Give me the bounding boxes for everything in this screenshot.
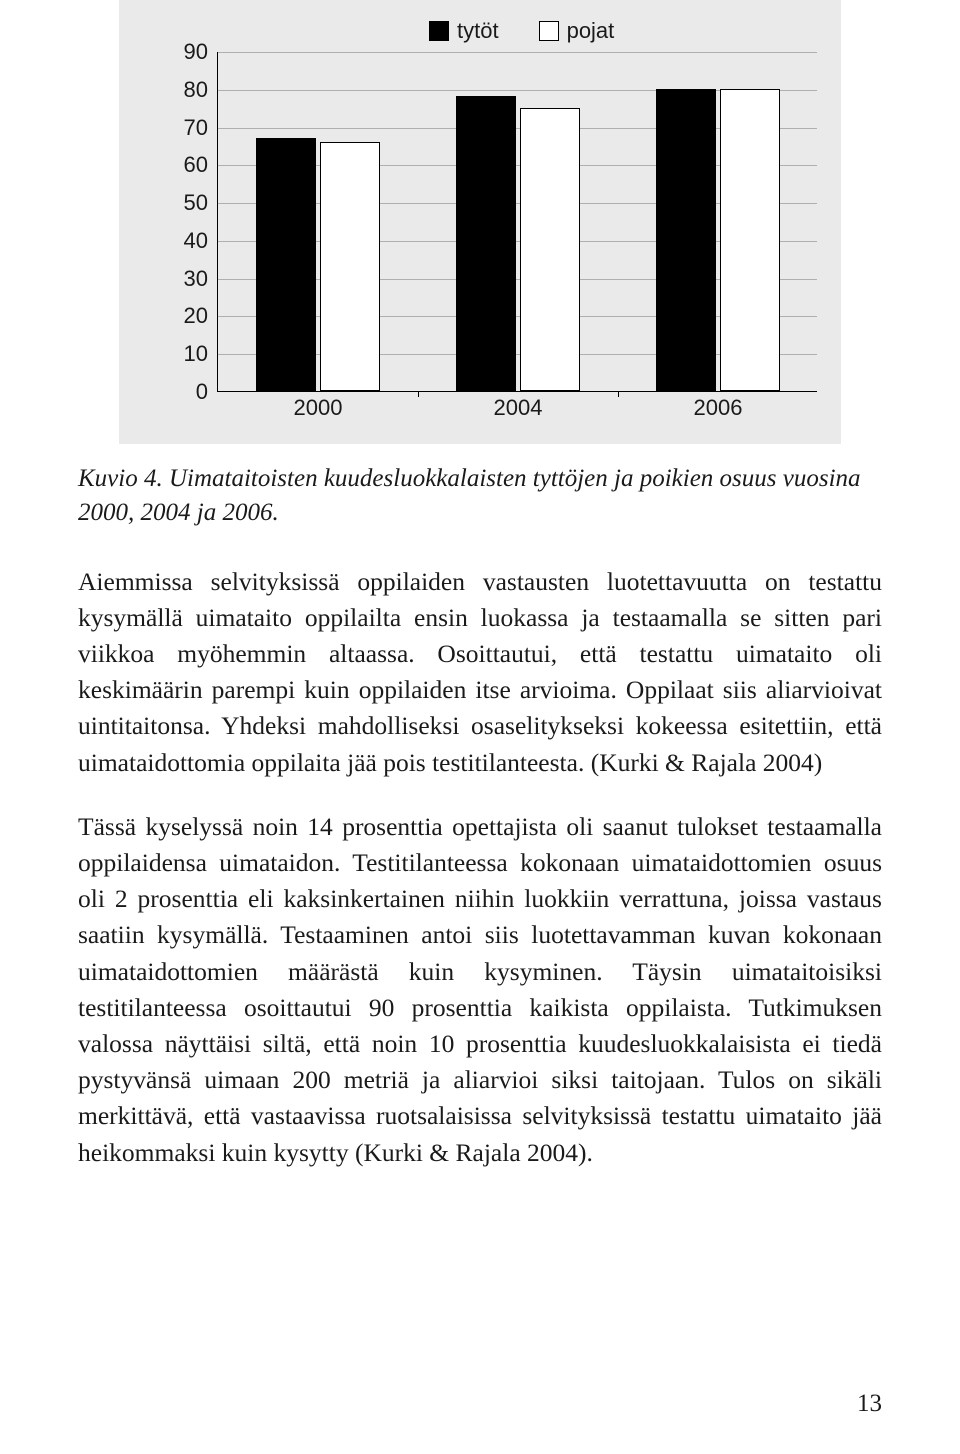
- y-axis-label: 50: [168, 190, 208, 216]
- figure-caption: Kuvio 4. Uimataitoisten kuudesluokkalais…: [78, 462, 882, 530]
- gridline: [218, 52, 817, 53]
- page-number: 13: [857, 1390, 882, 1418]
- y-axis-label: 0: [168, 379, 208, 405]
- y-axis-label: 80: [168, 77, 208, 103]
- legend-swatch-hollow: [539, 21, 559, 41]
- legend-swatch-filled: [429, 21, 449, 41]
- bar-tytot: [656, 89, 716, 391]
- figure-number: Kuvio 4.: [78, 465, 163, 492]
- body-paragraph: Aiemmissa selvityksissä oppilaiden vasta…: [78, 564, 882, 781]
- y-axis-label: 70: [168, 115, 208, 141]
- y-axis-label: 60: [168, 152, 208, 178]
- legend-label: tytöt: [457, 18, 499, 44]
- x-axis-label: 2004: [494, 395, 543, 421]
- bar-pojat: [320, 142, 380, 391]
- legend-item-pojat: pojat: [539, 18, 615, 44]
- y-axis-label: 30: [168, 266, 208, 292]
- y-axis-label: 20: [168, 303, 208, 329]
- body-paragraph: Tässä kyselyssä noin 14 prosenttia opett…: [78, 809, 882, 1171]
- legend-item-tytot: tytöt: [429, 18, 499, 44]
- legend-label: pojat: [567, 18, 615, 44]
- y-axis-label: 90: [168, 39, 208, 65]
- y-axis-label: 40: [168, 228, 208, 254]
- bar-pojat: [520, 108, 580, 391]
- bar-tytot: [256, 138, 316, 391]
- x-axis-label: 2000: [294, 395, 343, 421]
- x-axis-label: 2006: [694, 395, 743, 421]
- y-axis-label: 10: [168, 341, 208, 367]
- bar-tytot: [456, 96, 516, 391]
- bar-pojat: [720, 89, 780, 391]
- figure-caption-text: Uimataitoisten kuudesluokkalaisten tyttö…: [78, 465, 861, 526]
- chart-legend: tytöt pojat: [429, 18, 614, 44]
- plot-area: 0102030405060708090200020042006: [217, 52, 817, 392]
- chart-container: tytöt pojat 0102030405060708090200020042…: [119, 0, 841, 444]
